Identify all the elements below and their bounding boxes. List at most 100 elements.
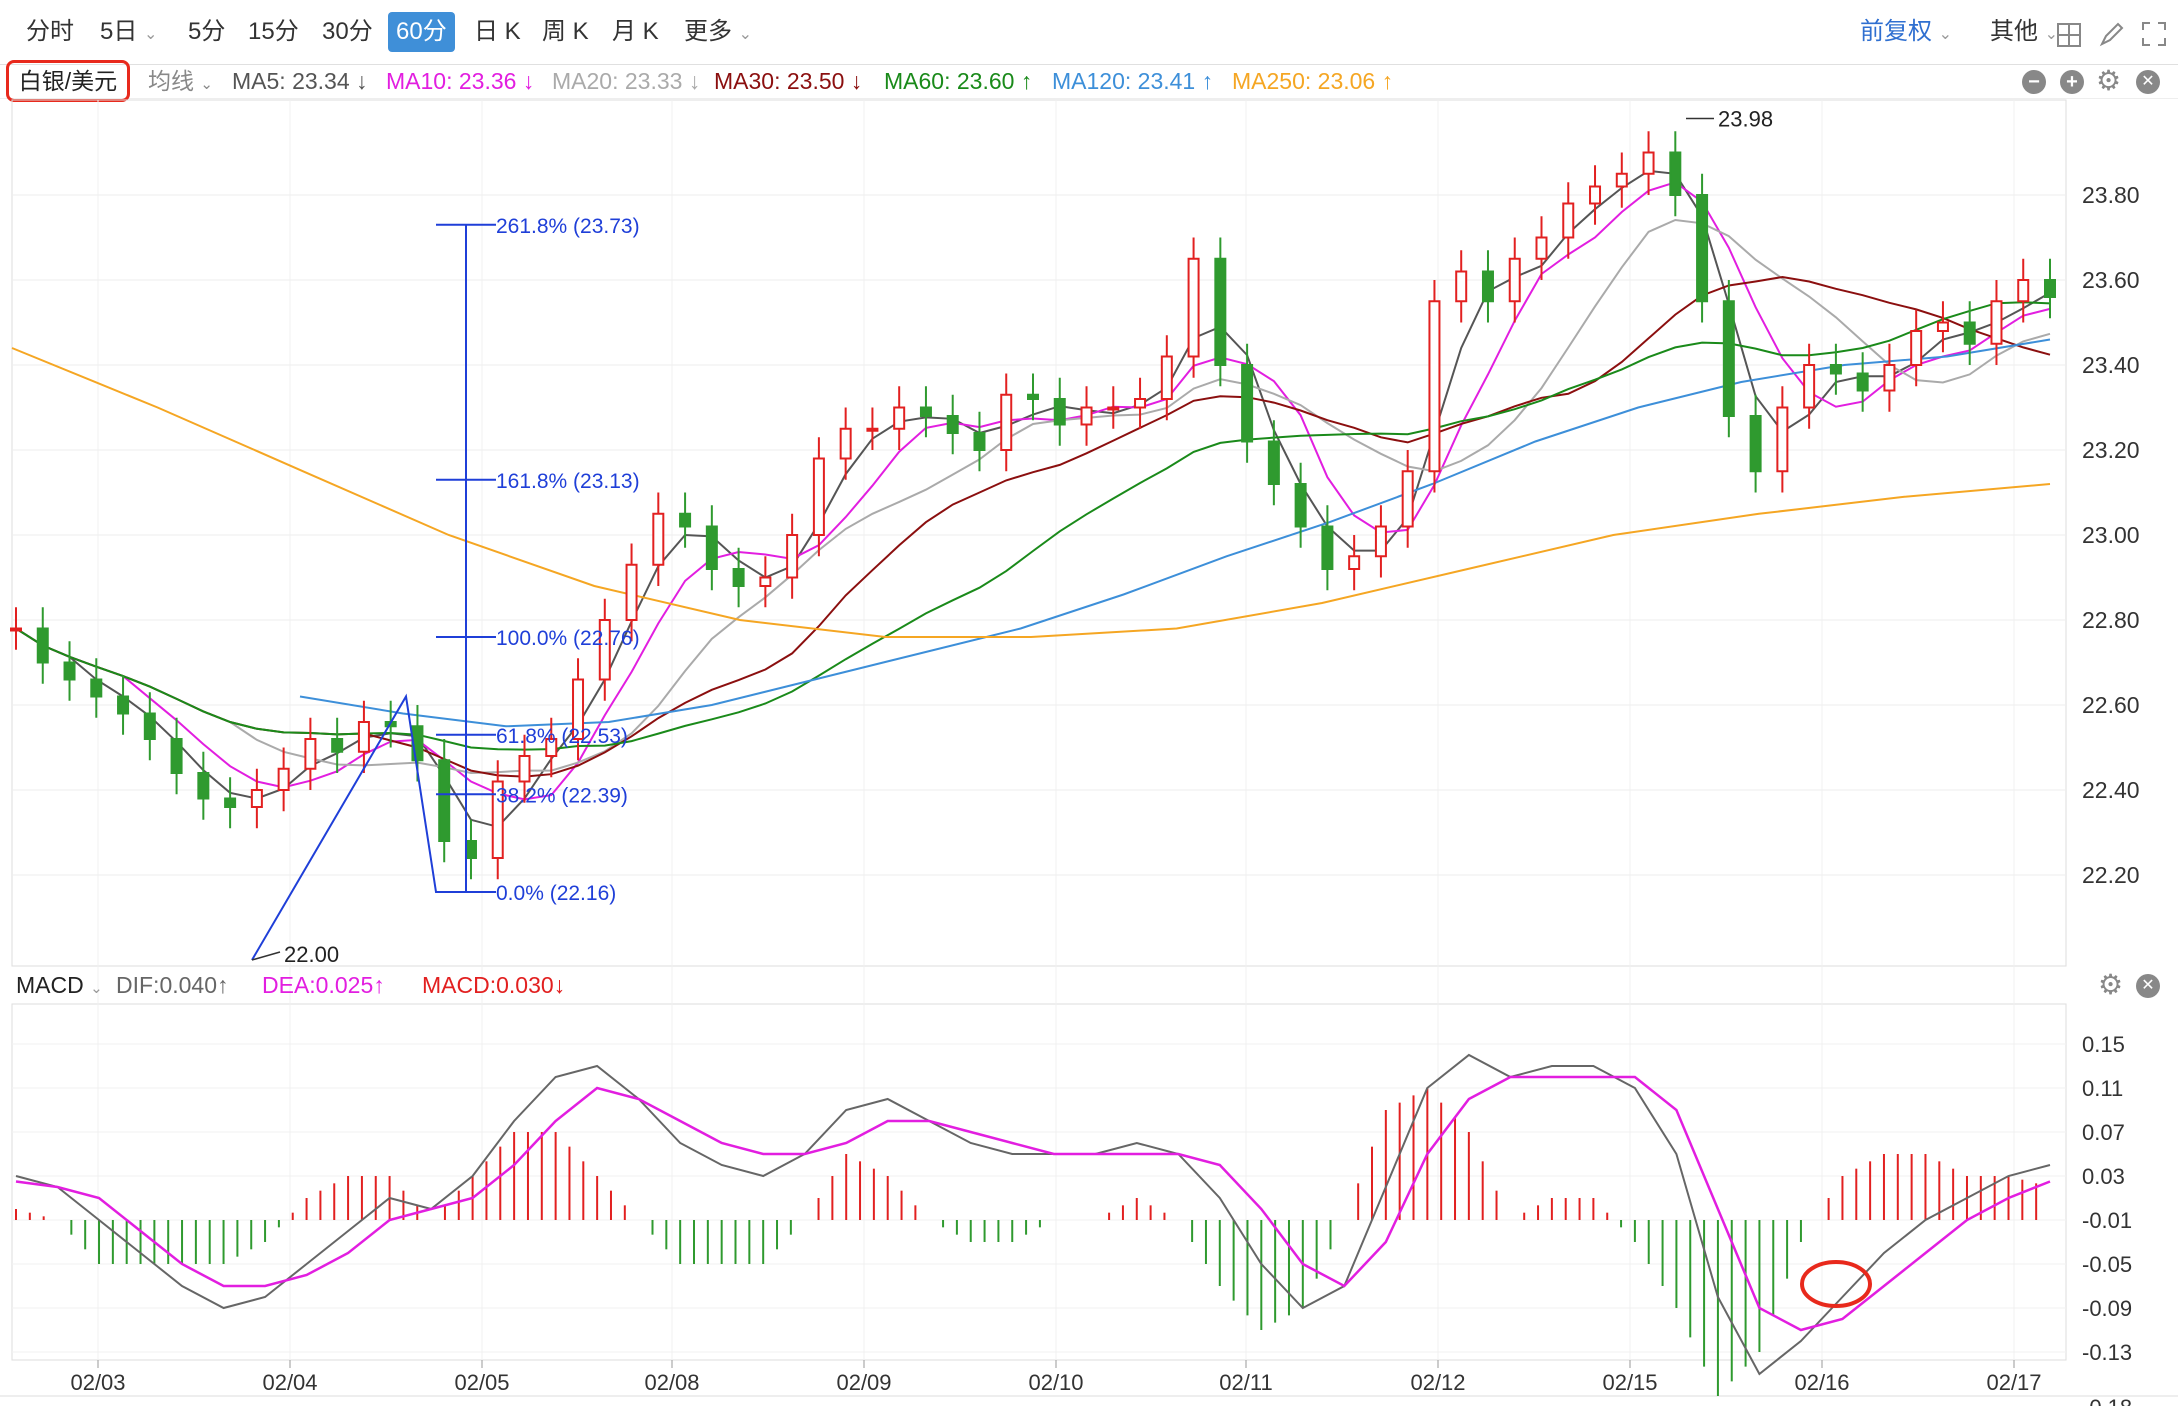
candle-body	[572, 678, 585, 740]
date-tick-label: 02/12	[1410, 1370, 1465, 1395]
candle-body	[705, 525, 718, 570]
macd-dif-line	[15, 1053, 2051, 1376]
macd-indicator-dropdown[interactable]: MACD ⌄	[16, 968, 103, 1002]
grid-icon[interactable]	[2056, 22, 2082, 48]
macd-tick-label: 0.11	[2082, 1076, 2123, 1101]
tab-15min[interactable]: 15分	[248, 18, 299, 45]
ma-line-ma60	[15, 301, 2051, 751]
macd-tick-label: -0.13	[2082, 1340, 2132, 1365]
chevron-down-icon: ⌄	[144, 26, 158, 43]
macd-tick-label: -0.09	[2082, 1296, 2132, 1321]
candle-body	[143, 712, 156, 740]
candle-body	[170, 738, 183, 774]
candle-body	[812, 457, 825, 536]
candle-body	[1080, 406, 1093, 426]
tab-more[interactable]: 更多 ⌄	[676, 12, 760, 52]
zoom-out-icon[interactable]: −	[2022, 70, 2046, 94]
candle-body	[1508, 257, 1521, 303]
macd-tick-label: 0.07	[2082, 1120, 2125, 1145]
candle-body	[973, 432, 986, 451]
date-tick-label: 02/17	[1986, 1370, 2041, 1395]
candle-body	[1160, 355, 1173, 400]
high-annotation-label: 23.98	[1718, 107, 1773, 132]
candle-body	[2044, 279, 2056, 298]
candle-body	[438, 759, 451, 842]
price-tick-label: 22.40	[2082, 777, 2140, 803]
candle-body	[1187, 257, 1200, 358]
legend-ma30: MA30: 23.50 ↓	[714, 68, 863, 94]
ma-line-ma20	[15, 218, 2051, 775]
candle-body	[1589, 185, 1602, 205]
pencil-icon[interactable]	[2098, 20, 2126, 48]
gear-icon[interactable]: ⚙	[2098, 969, 2124, 1000]
legend-ma10: MA10: 23.36 ↓	[386, 68, 535, 94]
tab-60min[interactable]: 60分	[388, 12, 455, 52]
tab-daily-k[interactable]: 日 K	[474, 18, 521, 45]
fib-level-label: 61.8% (22.53)	[496, 725, 628, 748]
date-tick-label: 02/08	[644, 1370, 699, 1395]
fullscreen-icon[interactable]	[2140, 20, 2168, 48]
price-tick-label: 22.20	[2082, 862, 2140, 888]
price-tick-label: 23.40	[2082, 352, 2140, 378]
legend-ma20: MA20: 23.33 ↓	[552, 68, 701, 94]
gear-icon[interactable]: ⚙	[2096, 65, 2122, 96]
candle-body	[491, 780, 504, 859]
macd-dea-line	[15, 1075, 2051, 1332]
adjust-dropdown[interactable]: 前复权 ⌄	[1860, 12, 1952, 52]
zoom-in-icon[interactable]: +	[2060, 70, 2084, 94]
close-icon[interactable]: ✕	[2136, 70, 2160, 94]
date-tick-label: 02/09	[836, 1370, 891, 1395]
tab-monthly-k[interactable]: 月 K	[612, 18, 659, 45]
other-label: 其他	[1990, 18, 2038, 45]
date-tick-label: 02/15	[1602, 1370, 1657, 1395]
tab-intraday[interactable]: 分时	[26, 18, 74, 45]
candle-body	[1696, 194, 1709, 303]
candle-body	[1562, 202, 1575, 239]
other-dropdown[interactable]: 其他 ⌄	[1990, 12, 2058, 52]
candle-body	[1936, 321, 1949, 332]
candle-body	[625, 563, 638, 621]
chevron-down-icon: ⌄	[90, 980, 103, 997]
candle-body	[1481, 270, 1494, 303]
candle-body	[277, 767, 290, 791]
period-toolbar: 分时 5日 ⌄ 5分 15分 30分 60分 日 K 周 K 月 K 更多 ⌄ …	[0, 0, 2178, 65]
crossover-highlight-circle	[1800, 1260, 1872, 1308]
candle-body	[1428, 300, 1441, 473]
candle-body	[1348, 555, 1361, 570]
tab-weekly-k[interactable]: 周 K	[542, 18, 589, 45]
close-icon[interactable]: ✕	[2136, 974, 2160, 998]
candle-body	[1107, 406, 1120, 411]
candle-body	[117, 695, 130, 715]
tab-30min[interactable]: 30分	[322, 18, 373, 45]
candle-body	[946, 415, 959, 434]
legend-ma250: MA250: 23.06 ↑	[1232, 68, 1394, 94]
candle-body	[1856, 372, 1869, 392]
candle-body	[1615, 172, 1628, 188]
candle-body	[1642, 151, 1655, 175]
macd-macd-value: MACD:0.030↓	[422, 972, 566, 998]
candle-body	[545, 738, 558, 757]
ma-type-dropdown[interactable]: 均线 ⌄	[148, 64, 213, 98]
price-tick-label: 23.20	[2082, 437, 2140, 463]
ma-type-label: 均线	[148, 68, 194, 94]
candle-body	[839, 427, 852, 460]
tab-5min[interactable]: 5分	[188, 18, 226, 45]
candle-body	[1214, 257, 1227, 366]
chevron-down-icon: ⌄	[738, 26, 753, 43]
candle-body	[786, 534, 799, 579]
fib-level-label: 161.8% (23.13)	[496, 470, 640, 493]
candle-body	[652, 512, 665, 566]
candle-body	[250, 789, 263, 808]
date-tick-label: 02/05	[454, 1370, 509, 1395]
chevron-down-icon: ⌄	[1938, 26, 1953, 43]
legend-ma120: MA120: 23.41 ↑	[1052, 68, 1214, 94]
tab-more-label: 更多	[684, 18, 732, 45]
candle-body	[1749, 415, 1762, 473]
macd-tick-label: 0.03	[2082, 1164, 2125, 1189]
fib-level-label: 261.8% (23.73)	[496, 215, 640, 238]
candle-body	[357, 721, 370, 753]
candle-body	[1455, 270, 1468, 303]
candle-body	[1241, 364, 1254, 443]
tab-5day[interactable]: 5日 ⌄	[92, 12, 165, 52]
